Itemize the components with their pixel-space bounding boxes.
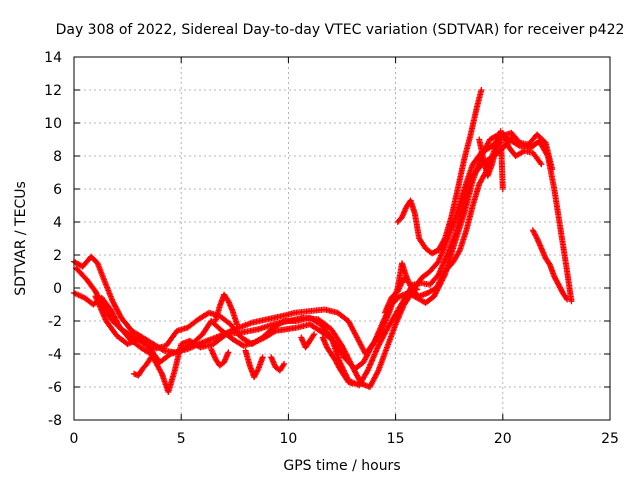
data-point [311, 331, 318, 338]
data-point [549, 166, 556, 173]
data-point [564, 296, 571, 303]
data-point [538, 161, 545, 168]
series-track-6 [476, 128, 506, 192]
x-tick-label: 0 [70, 431, 79, 447]
y-tick-label: -2 [48, 314, 62, 330]
data-point [414, 286, 421, 293]
data-point [568, 298, 575, 305]
y-tick-label: 14 [44, 50, 62, 66]
data-point [280, 362, 287, 369]
series-track-10 [208, 346, 232, 369]
series-track-7 [529, 227, 571, 303]
data-point [412, 285, 419, 292]
y-tick-label: 2 [53, 248, 62, 264]
x-tick-label: 5 [177, 431, 186, 447]
x-tick-label: 25 [601, 431, 619, 447]
series-track-13 [212, 291, 240, 328]
y-tick-label: -4 [48, 347, 62, 363]
y-tick-label: 8 [53, 149, 62, 165]
plot-frame [73, 56, 611, 421]
y-tick-label: 10 [44, 116, 62, 132]
series-track-11 [268, 354, 288, 374]
x-tick-label: 20 [494, 431, 512, 447]
series-track-4 [92, 129, 545, 372]
y-tick-label: 6 [53, 182, 62, 198]
series-track-2 [71, 129, 556, 395]
data-point [271, 328, 278, 335]
series-track-5 [394, 87, 485, 257]
y-tick-label: -8 [48, 413, 62, 429]
grid [74, 57, 610, 420]
data-point [537, 159, 544, 166]
data-point [510, 133, 517, 140]
data-point [147, 355, 154, 362]
series-track-8 [131, 354, 155, 379]
x-tick-label: 15 [387, 431, 405, 447]
x-tick-label: 10 [279, 431, 297, 447]
data-point [349, 380, 356, 387]
series-track-15 [381, 275, 421, 316]
series-track-12 [319, 334, 356, 387]
data-point [478, 87, 485, 93]
data-point [310, 332, 317, 339]
data-point [499, 186, 506, 192]
data-point [279, 318, 286, 325]
data-point [225, 349, 232, 356]
data-point [148, 354, 155, 361]
y-tick-label: -6 [48, 380, 62, 396]
y-tick-label: 4 [53, 215, 62, 231]
data-point [233, 321, 240, 328]
y-tick-label: 0 [53, 281, 62, 297]
data-point [563, 295, 570, 302]
y-tick-label: 12 [44, 83, 62, 99]
y-axis-title: SDTVAR / TECUs [13, 181, 29, 296]
axes: 0 5 10 15 20 25 -8 -6 -4 -2 0 2 4 6 8 10 12 14 [44, 50, 619, 447]
data-point [509, 134, 516, 141]
data-points [71, 87, 575, 395]
data-point [281, 360, 288, 367]
series-track-14 [298, 331, 318, 351]
x-axis-title: GPS time / hours [283, 458, 400, 474]
series-track-9 [242, 347, 266, 381]
chart-title: Day 308 of 2022, Sidereal Day-to-day VTE… [56, 22, 625, 38]
data-point [259, 354, 266, 361]
